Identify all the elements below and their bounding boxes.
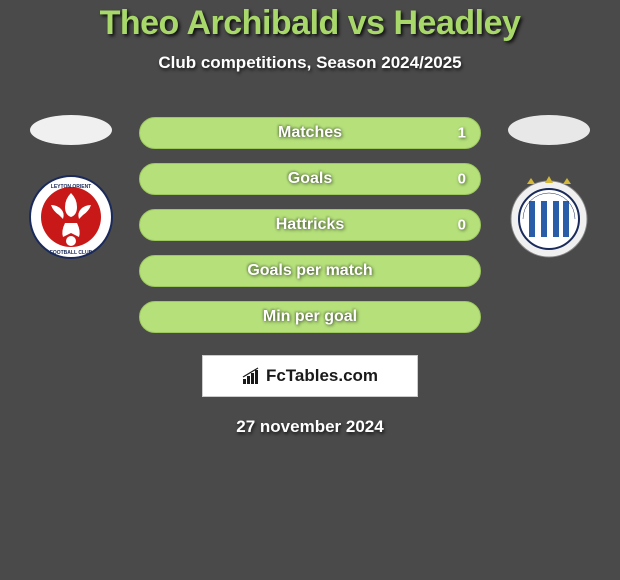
date-label: 27 november 2024 (0, 417, 620, 437)
huddersfield-crest-icon (507, 175, 591, 259)
right-player-col (499, 111, 599, 259)
stat-label: Goals (288, 170, 332, 188)
page-title: Theo Archibald vs Headley (0, 4, 620, 43)
stat-value-right: 0 (458, 171, 466, 188)
stat-row-hattricks: Hattricks 0 (139, 209, 481, 241)
stat-label: Matches (278, 124, 342, 142)
left-club-crest: LEYTON ORIENT FOOTBALL CLUB (29, 175, 113, 259)
subtitle: Club competitions, Season 2024/2025 (0, 53, 620, 73)
stat-row-matches: Matches 1 (139, 117, 481, 149)
left-player-col: LEYTON ORIENT FOOTBALL CLUB (21, 111, 121, 259)
stat-label: Min per goal (263, 308, 357, 326)
chart-bars-icon (242, 367, 262, 385)
right-player-photo (508, 115, 590, 145)
main-row: LEYTON ORIENT FOOTBALL CLUB Matches 1 Go… (0, 111, 620, 333)
left-player-photo (30, 115, 112, 145)
right-club-crest (507, 175, 591, 259)
stats-column: Matches 1 Goals 0 Hattricks 0 Goals per … (139, 111, 481, 333)
svg-text:FOOTBALL CLUB: FOOTBALL CLUB (50, 250, 93, 256)
stat-value-right: 1 (458, 125, 466, 142)
stat-label: Hattricks (276, 216, 344, 234)
stat-row-goals: Goals 0 (139, 163, 481, 195)
stat-row-gpm: Goals per match (139, 255, 481, 287)
svg-text:LEYTON ORIENT: LEYTON ORIENT (51, 184, 91, 190)
comparison-card: Theo Archibald vs Headley Club competiti… (0, 0, 620, 437)
stat-value-right: 0 (458, 217, 466, 234)
watermark-text: FcTables.com (266, 366, 378, 386)
watermark: FcTables.com (202, 355, 418, 397)
stat-label: Goals per match (247, 262, 372, 280)
stat-row-mpg: Min per goal (139, 301, 481, 333)
leyton-orient-crest-icon: LEYTON ORIENT FOOTBALL CLUB (29, 175, 113, 259)
